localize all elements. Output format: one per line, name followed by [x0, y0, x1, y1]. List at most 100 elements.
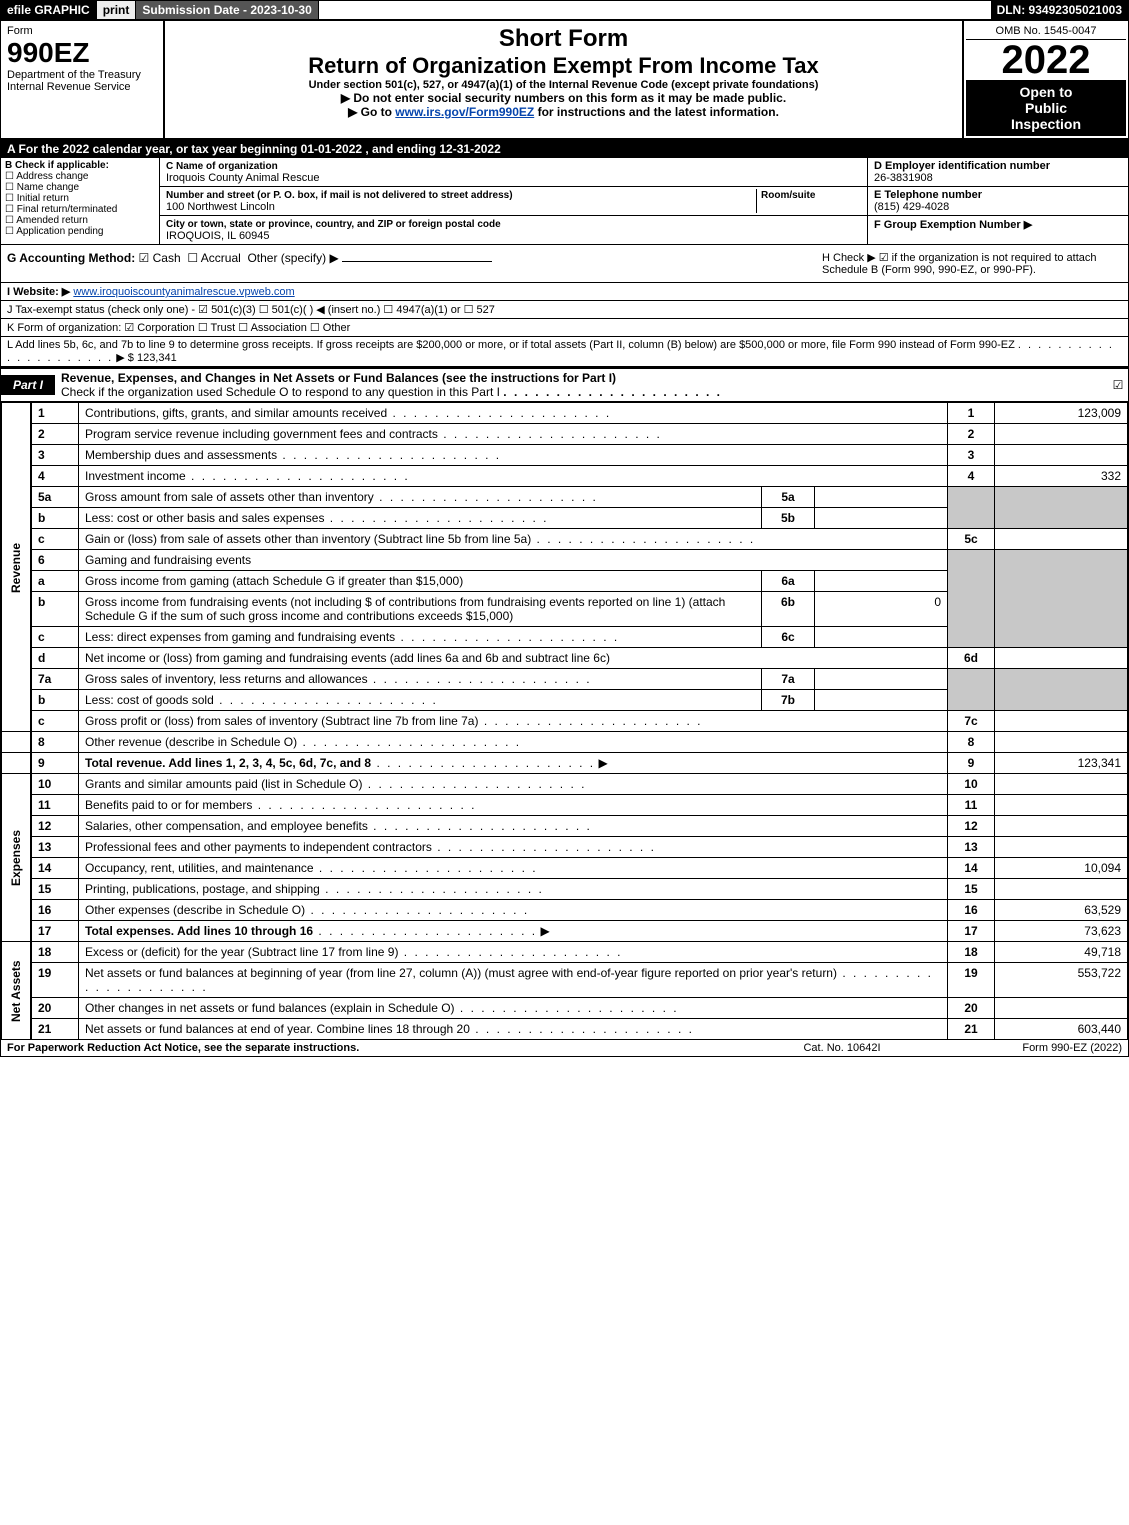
section-b: B Check if applicable: Address change Na…: [1, 158, 160, 244]
line-16: 16Other expenses (describe in Schedule O…: [2, 900, 1128, 921]
row-j: J Tax-exempt status (check only one) - ☑…: [1, 301, 1128, 319]
line-13: 13Professional fees and other payments t…: [2, 837, 1128, 858]
vlabel-expenses: Expenses: [2, 774, 32, 942]
footer-left: For Paperwork Reduction Act Notice, see …: [7, 1042, 742, 1054]
line-7a: 7aGross sales of inventory, less returns…: [2, 669, 1128, 690]
chk-accrual[interactable]: Accrual: [187, 251, 240, 265]
line-18: Net Assets 18Excess or (deficit) for the…: [2, 942, 1128, 963]
line-20: 20Other changes in net assets or fund ba…: [2, 998, 1128, 1019]
tel-label: E Telephone number: [874, 189, 982, 201]
line-19: 19Net assets or fund balances at beginni…: [2, 963, 1128, 998]
city-label: City or town, state or province, country…: [166, 219, 501, 230]
form-header: Form 990EZ Department of the Treasury In…: [1, 21, 1128, 140]
line-8: 8Other revenue (describe in Schedule O)8: [2, 732, 1128, 753]
line-10: Expenses 10Grants and similar amounts pa…: [2, 774, 1128, 795]
footer-catno: Cat. No. 10642I: [742, 1042, 942, 1054]
section-c: C Name of organization Iroquois County A…: [160, 158, 867, 244]
group-cell: F Group Exemption Number ▶: [868, 216, 1128, 233]
efile-label: efile GRAPHIC: [1, 1, 97, 19]
row-g: G Accounting Method: Cash Accrual Other …: [7, 251, 822, 276]
chk-address-change[interactable]: Address change: [5, 171, 155, 182]
submission-date: Submission Date - 2023-10-30: [136, 1, 318, 19]
part1-subtitle: Check if the organization used Schedule …: [61, 385, 500, 399]
chk-cash[interactable]: Cash: [139, 251, 181, 265]
l-arrow: ▶ $: [116, 352, 134, 364]
line-11: 11Benefits paid to or for members11: [2, 795, 1128, 816]
line-2: 2Program service revenue including gover…: [2, 424, 1128, 445]
city-cell: City or town, state or province, country…: [160, 216, 867, 244]
line-9: 9Total revenue. Add lines 1, 2, 3, 4, 5c…: [2, 753, 1128, 774]
part1-check[interactable]: ☑: [1108, 378, 1128, 392]
ein-label: D Employer identification number: [874, 160, 1050, 172]
section-bcd: B Check if applicable: Address change Na…: [1, 158, 1128, 245]
form-word: Form: [7, 25, 157, 37]
goto-suffix: for instructions and the latest informat…: [538, 105, 779, 119]
page-footer: For Paperwork Reduction Act Notice, see …: [1, 1040, 1128, 1056]
section-def: D Employer identification number 26-3831…: [867, 158, 1128, 244]
chk-final-return[interactable]: Final return/terminated: [5, 204, 155, 215]
irs-link[interactable]: www.irs.gov/Form990EZ: [395, 105, 534, 119]
main-title: Return of Organization Exempt From Incom…: [171, 53, 956, 79]
line-15: 15Printing, publications, postage, and s…: [2, 879, 1128, 900]
part1-tab: Part I: [1, 375, 55, 395]
g-label: G Accounting Method:: [7, 251, 135, 265]
b-label: B Check if applicable:: [5, 160, 155, 171]
street-cell: Number and street (or P. O. box, if mail…: [160, 187, 867, 216]
part1-table: Revenue 1 Contributions, gifts, grants, …: [1, 402, 1128, 1040]
line-3: 3Membership dues and assessments3: [2, 445, 1128, 466]
part1-title: Revenue, Expenses, and Changes in Net As…: [55, 369, 1108, 401]
row-gh: G Accounting Method: Cash Accrual Other …: [1, 245, 1128, 283]
line-12: 12Salaries, other compensation, and empl…: [2, 816, 1128, 837]
chk-initial-return[interactable]: Initial return: [5, 193, 155, 204]
i-label: I Website: ▶: [7, 286, 70, 298]
l-text: L Add lines 5b, 6c, and 7b to line 9 to …: [7, 339, 1015, 351]
section-a: A For the 2022 calendar year, or tax yea…: [1, 140, 1128, 158]
tel-cell: E Telephone number (815) 429-4028: [868, 187, 1128, 216]
print-button[interactable]: print: [97, 1, 137, 19]
row-i: I Website: ▶ www.iroquoiscountyanimalres…: [1, 283, 1128, 301]
l-amount: 123,341: [137, 352, 177, 364]
g-other: Other (specify) ▶: [247, 251, 338, 265]
room-label: Room/suite: [761, 190, 815, 201]
goto-note: ▶ Go to www.irs.gov/Form990EZ for instru…: [171, 105, 956, 119]
line-5a: 5aGross amount from sale of assets other…: [2, 487, 1128, 508]
line-14: 14Occupancy, rent, utilities, and mainte…: [2, 858, 1128, 879]
form-990ez: efile GRAPHIC print Submission Date - 20…: [0, 0, 1129, 1057]
line-1: Revenue 1 Contributions, gifts, grants, …: [2, 403, 1128, 424]
chk-name-change[interactable]: Name change: [5, 182, 155, 193]
group-label: F Group Exemption Number ▶: [874, 219, 1032, 231]
vlabel-netassets: Net Assets: [2, 942, 32, 1040]
tax-year: 2022: [966, 40, 1126, 80]
dln: DLN: 93492305021003: [991, 1, 1128, 19]
line-5c: cGain or (loss) from sale of assets othe…: [2, 529, 1128, 550]
ein-cell: D Employer identification number 26-3831…: [868, 158, 1128, 187]
street-label: Number and street (or P. O. box, if mail…: [166, 190, 513, 201]
chk-app-pending[interactable]: Application pending: [5, 226, 155, 237]
chk-amended[interactable]: Amended return: [5, 215, 155, 226]
ein: 26-3831908: [874, 172, 933, 184]
c-name-label: C Name of organization: [166, 161, 278, 172]
subtitle: Under section 501(c), 527, or 4947(a)(1)…: [171, 79, 956, 91]
line-4: 4Investment income4332: [2, 466, 1128, 487]
short-form-title: Short Form: [171, 25, 956, 53]
top-bar: efile GRAPHIC print Submission Date - 20…: [1, 1, 1128, 21]
part1-header: Part I Revenue, Expenses, and Changes in…: [1, 367, 1128, 402]
line-6d: dNet income or (loss) from gaming and fu…: [2, 648, 1128, 669]
line-17: 17Total expenses. Add lines 10 through 1…: [2, 921, 1128, 942]
website-link[interactable]: www.iroquoiscountyanimalrescue.vpweb.com: [73, 286, 294, 298]
header-right: OMB No. 1545-0047 2022 Open to Public In…: [962, 21, 1128, 138]
goto-prefix: ▶ Go to: [348, 105, 395, 119]
vlabel-revenue: Revenue: [2, 403, 32, 732]
g-other-blank[interactable]: [342, 261, 492, 262]
ssn-note: ▶ Do not enter social security numbers o…: [171, 91, 956, 105]
street: 100 Northwest Lincoln: [166, 201, 275, 213]
header-center: Short Form Return of Organization Exempt…: [165, 21, 962, 138]
city: IROQUOIS, IL 60945: [166, 230, 270, 242]
dept-label: Department of the Treasury Internal Reve…: [7, 69, 157, 93]
org-name-cell: C Name of organization Iroquois County A…: [160, 158, 867, 187]
footer-formref: Form 990-EZ (2022): [942, 1042, 1122, 1054]
org-name: Iroquois County Animal Rescue: [166, 172, 319, 184]
line-6: 6Gaming and fundraising events: [2, 550, 1128, 571]
telephone: (815) 429-4028: [874, 201, 949, 213]
line-7c: cGross profit or (loss) from sales of in…: [2, 711, 1128, 732]
